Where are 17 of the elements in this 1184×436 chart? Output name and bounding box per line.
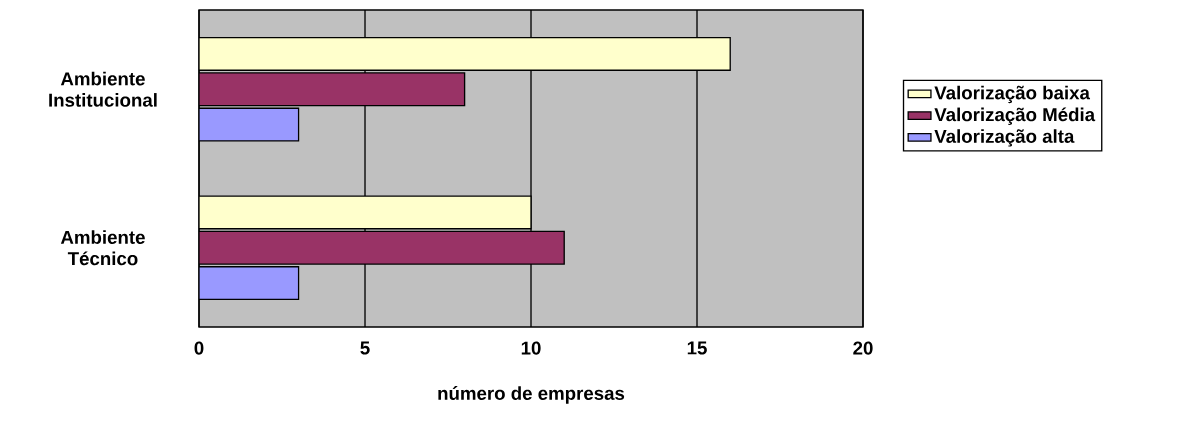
y-tick-label: Ambiente Institucional (49, 71, 157, 107)
legend-label: Valorização baixa (934, 85, 1091, 104)
bar (199, 230, 565, 265)
bar (199, 107, 300, 142)
bar (199, 266, 300, 301)
bar (199, 36, 731, 71)
x-tick-label: 20 (853, 341, 873, 355)
legend-label: Valorização alta (934, 129, 1075, 147)
bar (199, 72, 466, 107)
legend-label: Valorização Média (934, 107, 1096, 125)
bar (199, 195, 532, 230)
y-tick-label: Ambiente Técnico (60, 230, 145, 266)
x-tick-label: 0 (194, 341, 204, 355)
x-tick-label: 15 (687, 341, 707, 355)
x-axis-title: número de empresas (438, 386, 625, 404)
x-tick-label: 10 (521, 341, 541, 355)
x-tick-label: 5 (360, 341, 370, 355)
